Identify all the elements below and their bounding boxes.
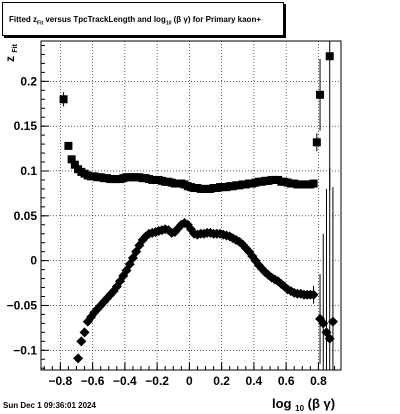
y-axis-label-sub: Fit [12,43,19,52]
x-axis-label: log 10 (β γ) [272,396,335,414]
title-z: z [33,15,38,24]
chart-title: Fitted zFit versus TpcTrackLength and lo… [9,15,261,27]
x-tick-label: −0.8 [49,374,73,388]
square-marker [67,155,76,164]
x-tick-label: 0.6 [278,374,295,388]
diamond-marker [79,327,90,338]
x-tick-label: 0.4 [246,374,263,388]
y-tick-label: −0.1 [13,343,37,357]
grid-lines [41,41,341,370]
title-z-sub: Fit [37,20,44,27]
x-axis-label-pre: log [272,396,292,411]
diamond-marker [73,353,84,364]
y-tick-label: 0.05 [14,209,38,223]
title-log-sub: 10 [165,20,172,27]
square-marker [59,95,68,104]
y-tick-label: −0.05 [7,298,38,312]
axis-ticks: −0.8 −0.6 −0.4 −0.2 0 0.2 0.4 0.6 0.8 −0.1 −0.05 0 0… [7,44,336,388]
square-marker [325,52,334,61]
title-prefix: Fitted [9,15,31,24]
square-marker [309,179,318,188]
y-tick-label: 0.2 [20,74,37,88]
x-tick-label: −0.2 [145,374,169,388]
square-marker [64,141,73,150]
x-tick-label: 0.8 [310,374,327,388]
y-tick-label: 0.15 [14,119,38,133]
square-marker [316,90,325,99]
y-axis-label-main: z [3,56,17,62]
diamond-marker [118,270,129,281]
square-marker [70,160,79,169]
title-box: Fitted zFit versus TpcTrackLength and lo… [2,2,284,36]
square-marker [312,138,321,147]
x-tick-label: −0.6 [81,374,105,388]
x-tick-label: 0.2 [213,374,230,388]
y-tick-label: 0.1 [20,164,37,178]
diamond-marker [308,289,319,300]
diamond-marker [327,316,338,327]
diamond-marker [250,255,261,266]
title-tail: (β γ) for Primary kaon+ [173,15,261,24]
x-axis-label-post: (β γ) [308,396,335,411]
datestamp: Sun Dec 1 09:36:01 2024 [3,401,96,410]
y-axis-label: z Fit [3,43,19,62]
diamond-marker [318,318,329,329]
x-tick-label: −0.4 [113,374,137,388]
x-axis-label-sub: 10 [295,404,304,413]
title-mid: versus TpcTrackLength and log [45,15,166,24]
diamond-marker [324,333,335,344]
y-tick-label: 0 [30,254,37,268]
plot-frame [40,40,342,371]
x-tick-label: 0 [186,374,193,388]
data-points [59,41,338,370]
diamond-marker [76,336,87,347]
